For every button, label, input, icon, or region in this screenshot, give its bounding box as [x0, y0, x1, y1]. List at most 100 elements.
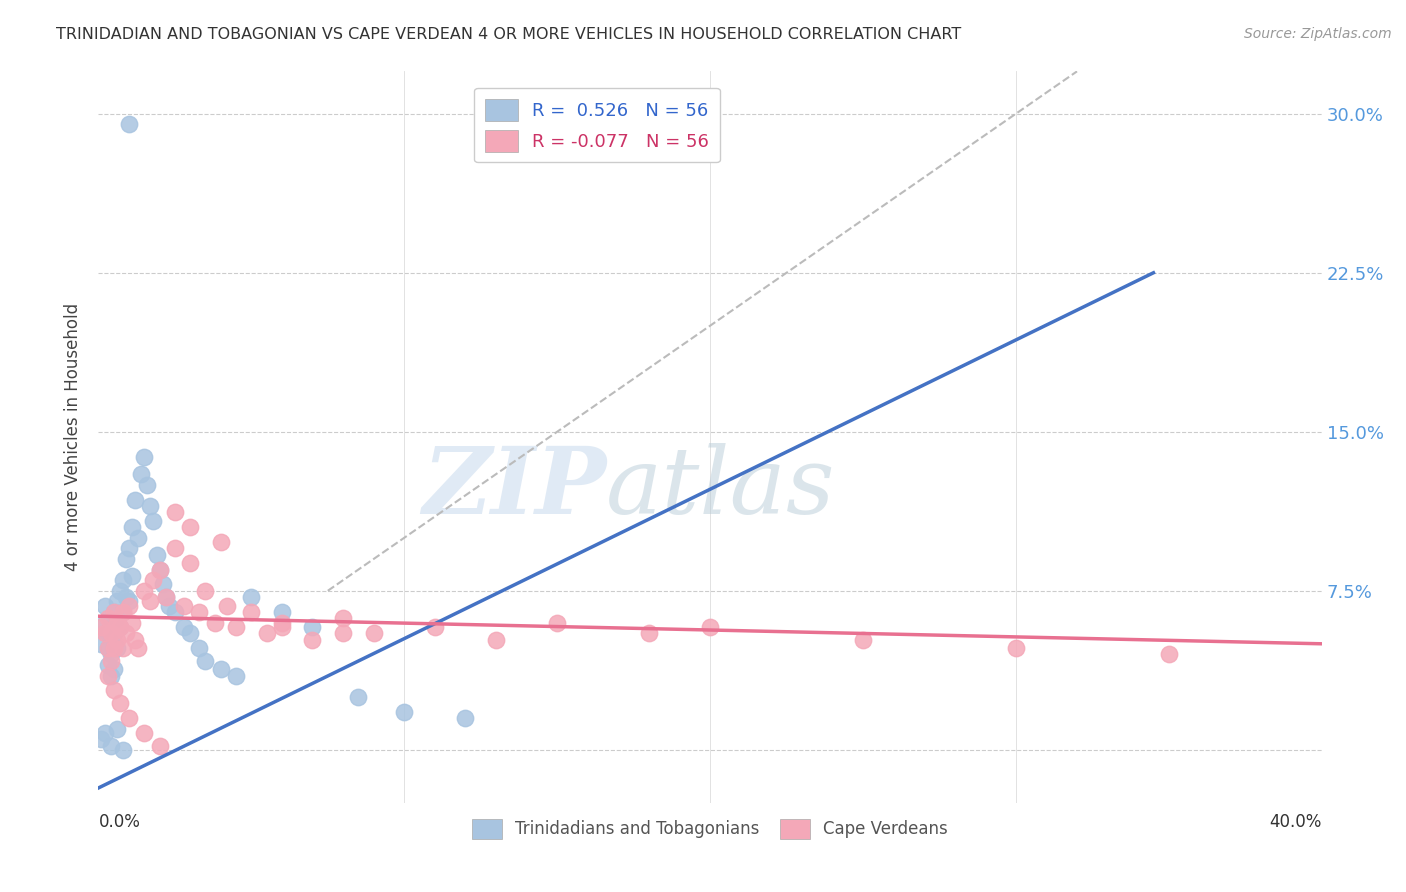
Point	[155, 590, 177, 604]
Point	[115, 590, 138, 604]
Point	[90, 732, 112, 747]
Point	[105, 640, 128, 655]
Point	[134, 583, 156, 598]
Point	[155, 590, 177, 604]
Point	[134, 450, 156, 465]
Point	[124, 632, 146, 647]
Point	[100, 739, 122, 753]
Point	[121, 569, 143, 583]
Text: Source: ZipAtlas.com: Source: ZipAtlas.com	[1244, 27, 1392, 41]
Point	[152, 577, 174, 591]
Point	[149, 563, 172, 577]
Point	[163, 505, 186, 519]
Point	[240, 605, 263, 619]
Point	[188, 640, 211, 655]
Point	[142, 514, 165, 528]
Point	[97, 626, 120, 640]
Point	[139, 594, 162, 608]
Text: ZIP: ZIP	[422, 443, 606, 533]
Point	[111, 573, 134, 587]
Point	[179, 520, 201, 534]
Point	[105, 594, 128, 608]
Point	[100, 654, 122, 668]
Point	[270, 605, 292, 619]
Point	[127, 640, 149, 655]
Point	[97, 611, 120, 625]
Point	[129, 467, 152, 482]
Point	[103, 662, 125, 676]
Point	[97, 640, 120, 655]
Point	[108, 583, 131, 598]
Point	[204, 615, 226, 630]
Point	[105, 632, 128, 647]
Point	[485, 632, 508, 647]
Point	[93, 626, 115, 640]
Point	[225, 668, 247, 682]
Point	[103, 605, 125, 619]
Point	[97, 640, 120, 655]
Point	[194, 654, 217, 668]
Point	[100, 648, 122, 662]
Point	[270, 620, 292, 634]
Point	[103, 626, 125, 640]
Point	[347, 690, 370, 704]
Point	[111, 605, 134, 619]
Point	[97, 658, 120, 673]
Y-axis label: 4 or more Vehicles in Household: 4 or more Vehicles in Household	[63, 303, 82, 571]
Point	[363, 626, 385, 640]
Point	[111, 605, 134, 619]
Point	[332, 611, 354, 625]
Point	[270, 615, 292, 630]
Point	[225, 620, 247, 634]
Point	[103, 605, 125, 619]
Point	[240, 590, 263, 604]
Point	[103, 640, 125, 655]
Point	[108, 696, 131, 710]
Text: atlas: atlas	[606, 443, 835, 533]
Point	[134, 726, 156, 740]
Point	[115, 626, 138, 640]
Point	[124, 492, 146, 507]
Point	[100, 668, 122, 682]
Point	[145, 548, 167, 562]
Point	[108, 620, 131, 634]
Point	[256, 626, 278, 640]
Point	[136, 477, 159, 491]
Point	[699, 620, 721, 634]
Point	[121, 615, 143, 630]
Point	[103, 683, 125, 698]
Point	[163, 541, 186, 556]
Point	[100, 626, 122, 640]
Point	[111, 743, 134, 757]
Text: 40.0%: 40.0%	[1270, 814, 1322, 831]
Point	[90, 620, 112, 634]
Text: TRINIDADIAN AND TOBAGONIAN VS CAPE VERDEAN 4 OR MORE VEHICLES IN HOUSEHOLD CORRE: TRINIDADIAN AND TOBAGONIAN VS CAPE VERDE…	[56, 27, 962, 42]
Point	[115, 552, 138, 566]
Point	[121, 520, 143, 534]
Point	[93, 599, 115, 613]
Point	[546, 615, 568, 630]
Point	[149, 739, 172, 753]
Point	[97, 668, 120, 682]
Point	[454, 711, 477, 725]
Point	[188, 605, 211, 619]
Point	[139, 499, 162, 513]
Point	[105, 615, 128, 630]
Point	[209, 535, 232, 549]
Point	[105, 722, 128, 736]
Point	[93, 726, 115, 740]
Point	[100, 620, 122, 634]
Point	[179, 626, 201, 640]
Text: 0.0%: 0.0%	[98, 814, 141, 831]
Point	[392, 705, 416, 719]
Point	[108, 620, 131, 634]
Point	[1004, 640, 1026, 655]
Point	[637, 626, 661, 640]
Point	[93, 615, 115, 630]
Point	[301, 620, 323, 634]
Point	[142, 573, 165, 587]
Point	[149, 563, 172, 577]
Point	[215, 599, 238, 613]
Point	[118, 594, 141, 608]
Point	[118, 711, 141, 725]
